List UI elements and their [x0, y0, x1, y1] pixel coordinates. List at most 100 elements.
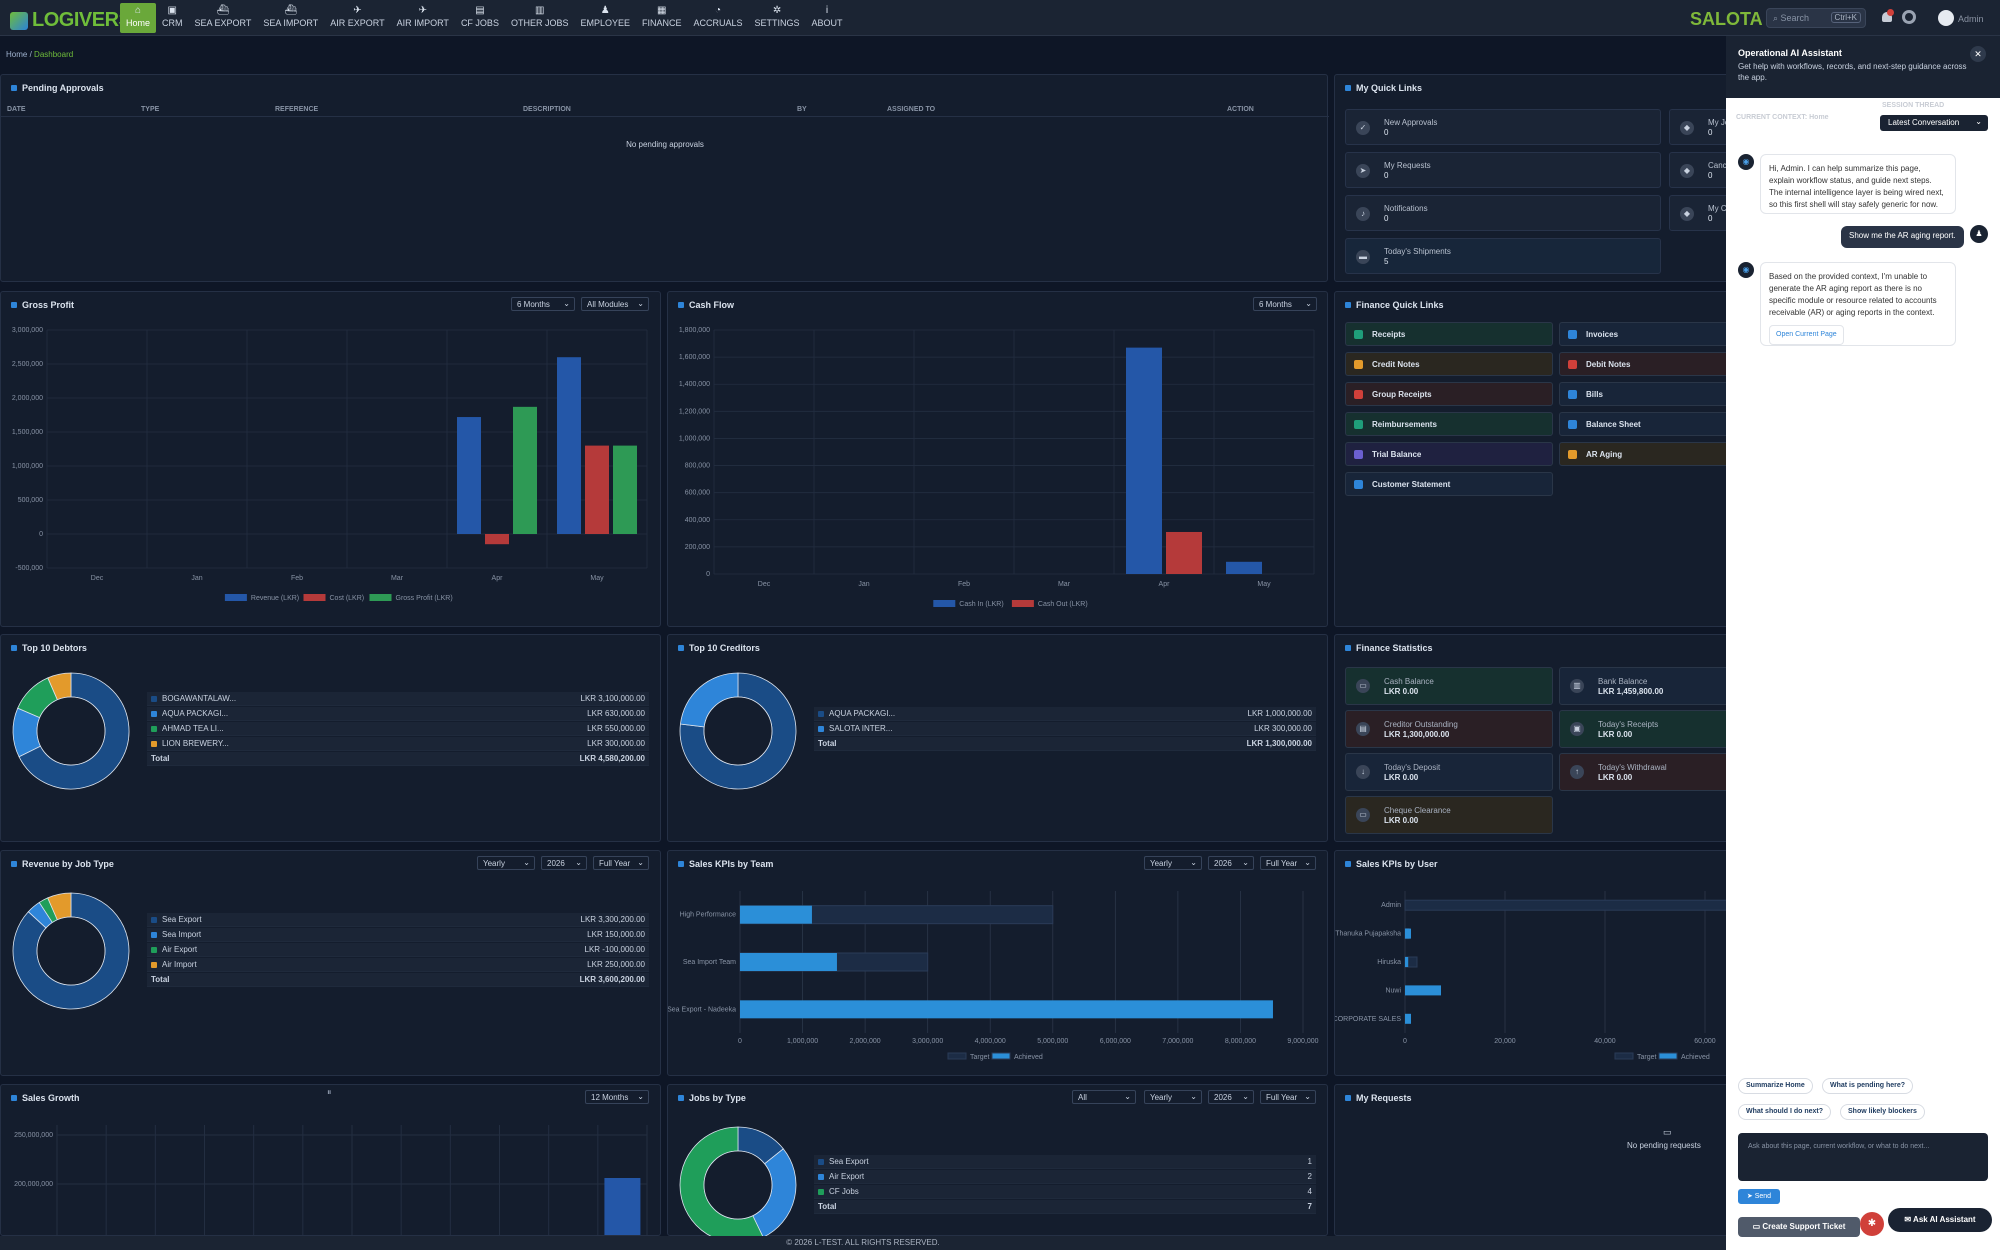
notification-badge: [1887, 9, 1894, 16]
nav-other-jobs[interactable]: ▥ OTHER JOBS: [505, 3, 575, 33]
nav-crm[interactable]: ▣ CRM: [156, 3, 189, 33]
app-logo[interactable]: LOGIVERSE: [10, 9, 145, 32]
breadcrumb-home[interactable]: Home: [6, 50, 28, 59]
legend-label: Cost (LKR): [330, 595, 365, 602]
bar-cost-lkr-[interactable]: [585, 445, 609, 534]
user-name[interactable]: Admin: [1958, 14, 1984, 24]
bar-achieved[interactable]: [740, 1000, 1273, 1019]
chip-summarize-home[interactable]: Summarize Home: [1738, 1078, 1813, 1094]
bar-achieved[interactable]: [1405, 928, 1411, 939]
finance-icon: [1568, 420, 1577, 429]
bar-achieved[interactable]: [740, 905, 812, 924]
y-tick-label: 1,500,000: [12, 429, 43, 436]
alert-icon[interactable]: ✱: [1860, 1212, 1884, 1236]
finance-link-credit-notes[interactable]: Credit Notes: [1345, 352, 1553, 376]
bar-gross-profit-lkr-[interactable]: [513, 406, 537, 534]
close-icon[interactable]: ✕: [1970, 46, 1986, 62]
ask-ai-assistant-button[interactable]: ✉ Ask AI Assistant: [1888, 1208, 1992, 1232]
period-type-select[interactable]: Yearly ⌄: [477, 856, 535, 870]
quick-link-my-requests[interactable]: ➤ My Requests 0: [1345, 152, 1661, 188]
bar-cash-out-lkr-[interactable]: [1166, 531, 1202, 574]
nav-employee[interactable]: ♟ EMPLOYEE: [574, 3, 636, 33]
bar-gross-profit-lkr-[interactable]: [613, 445, 637, 534]
finance-link-receipts[interactable]: Receipts: [1345, 322, 1553, 346]
nav-settings[interactable]: ✲ SETTINGS: [749, 3, 806, 33]
legend-swatch: [151, 961, 157, 968]
finance-link-balance-sheet[interactable]: Balance Sheet: [1559, 412, 1739, 436]
period-select[interactable]: 6 Months ⌄: [1253, 297, 1317, 311]
finance-link-invoices[interactable]: Invoices: [1559, 322, 1739, 346]
nav-air-import[interactable]: ✈ AIR IMPORT: [391, 3, 455, 33]
finance-link-debit-notes[interactable]: Debit Notes: [1559, 352, 1739, 376]
year-select[interactable]: 2026 ⌄: [1208, 856, 1254, 870]
finance-link-group-receipts[interactable]: Group Receipts: [1345, 382, 1553, 406]
quick-link-today-s-shipments[interactable]: ▬ Today's Shipments 5: [1345, 238, 1661, 274]
nav-finance[interactable]: ▦ FINANCE: [636, 3, 688, 33]
chip-blockers[interactable]: Show likely blockers: [1840, 1104, 1925, 1120]
quick-link-notifications[interactable]: ♪ Notifications 0: [1345, 195, 1661, 231]
bar-revenue-lkr-[interactable]: [557, 357, 581, 534]
ai-prompt-input[interactable]: Ask about this page, current workflow, o…: [1738, 1133, 1988, 1181]
nav-about[interactable]: ⅰ ABOUT: [806, 3, 849, 33]
bar-achieved[interactable]: [1405, 1013, 1411, 1024]
chip-next-steps[interactable]: What should I do next?: [1738, 1104, 1831, 1120]
y-tick-label: 0: [39, 531, 43, 538]
finance-link-reimbursements[interactable]: Reimbursements: [1345, 412, 1553, 436]
period-select[interactable]: 12 Months ⌄: [585, 1090, 649, 1104]
gear-icon: ✲: [772, 5, 782, 16]
table-total-row: Total 7: [814, 1200, 1316, 1214]
search-input[interactable]: ⌕ Search Ctrl+K: [1766, 8, 1866, 28]
module-select[interactable]: All Modules ⌄: [581, 297, 649, 311]
open-current-page-button[interactable]: Open Current Page: [1769, 325, 1844, 345]
period-type-select[interactable]: Yearly ⌄: [1144, 856, 1202, 870]
chip-pending[interactable]: What is pending here?: [1822, 1078, 1914, 1094]
bar-achieved[interactable]: [740, 953, 837, 971]
finance-link-bills[interactable]: Bills: [1559, 382, 1739, 406]
jobs-table: Sea Export 1 Air Export 2 CF Jobs 4 Total 7: [814, 1155, 1316, 1214]
nav-air-export[interactable]: ✈ AIR EXPORT: [324, 3, 390, 33]
quick-link-count: 0: [1708, 171, 1713, 180]
period-type-select[interactable]: Yearly ⌄: [1144, 1090, 1202, 1104]
bar-achieved[interactable]: [1405, 957, 1409, 967]
nav-sea-export[interactable]: ⛴ SEA EXPORT: [189, 3, 258, 33]
nav-cf-jobs[interactable]: ▤ CF JOBS: [455, 3, 505, 33]
conversation-select[interactable]: Latest Conversation ⌄: [1880, 115, 1988, 131]
cheque-icon: ▭: [1356, 808, 1370, 822]
row-value: LKR 150,000.00: [587, 930, 645, 939]
finance-link-customer-statement[interactable]: Customer Statement: [1345, 472, 1553, 496]
avatar[interactable]: [1938, 10, 1954, 26]
row-value: LKR 550,000.00: [587, 724, 645, 733]
bar-achieved[interactable]: [1405, 985, 1441, 996]
range-select[interactable]: Full Year ⌄: [1260, 856, 1316, 870]
finance-link-trial-balance[interactable]: Trial Balance: [1345, 442, 1553, 466]
bar-sales[interactable]: [604, 1178, 641, 1235]
year-select[interactable]: 2026 ⌄: [541, 856, 587, 870]
breadcrumb-current: Dashboard: [34, 50, 74, 59]
range-select[interactable]: Full Year ⌄: [593, 856, 649, 870]
nav-home[interactable]: ⌂ Home: [120, 3, 157, 33]
revenue-job-type-table: Sea Export LKR 3,300,200.00 Sea Import LKR …: [147, 913, 649, 987]
bar-cost-lkr-[interactable]: [485, 534, 509, 545]
job-filter-select[interactable]: All ⌄: [1072, 1090, 1136, 1104]
bar-revenue-lkr-[interactable]: [457, 417, 481, 534]
range-select[interactable]: Full Year ⌄: [1260, 1090, 1316, 1104]
create-support-ticket-button[interactable]: ▭ Create Support Ticket: [1738, 1217, 1860, 1237]
bar-target[interactable]: [1404, 899, 1735, 911]
bar-cash-in-lkr-[interactable]: [1226, 561, 1262, 574]
bank-icon: ▥: [1570, 679, 1584, 693]
bar-cash-in-lkr-[interactable]: [1126, 347, 1162, 574]
year-select[interactable]: 2026 ⌄: [1208, 1090, 1254, 1104]
legend-swatch: [151, 916, 157, 923]
nav-sea-import[interactable]: ⛴ SEA IMPORT: [257, 3, 324, 33]
finance-link-ar-aging[interactable]: AR Aging: [1559, 442, 1739, 466]
nav-accruals[interactable]: ◔ ACCRUALS: [688, 3, 749, 33]
settings-icon[interactable]: [1902, 10, 1916, 24]
notification-bell-icon[interactable]: [1882, 12, 1892, 22]
quick-link-new-approvals[interactable]: ✓ New Approvals 0: [1345, 109, 1661, 145]
row-label: Air Export: [829, 1172, 865, 1181]
period-select[interactable]: 6 Months ⌄: [511, 297, 575, 311]
nav-label: Home: [126, 18, 151, 28]
chevron-down-icon: ⌄: [637, 299, 644, 308]
drag-handle-icon[interactable]: ⏸: [327, 1087, 332, 1097]
send-button[interactable]: ➤ Send: [1738, 1189, 1780, 1204]
